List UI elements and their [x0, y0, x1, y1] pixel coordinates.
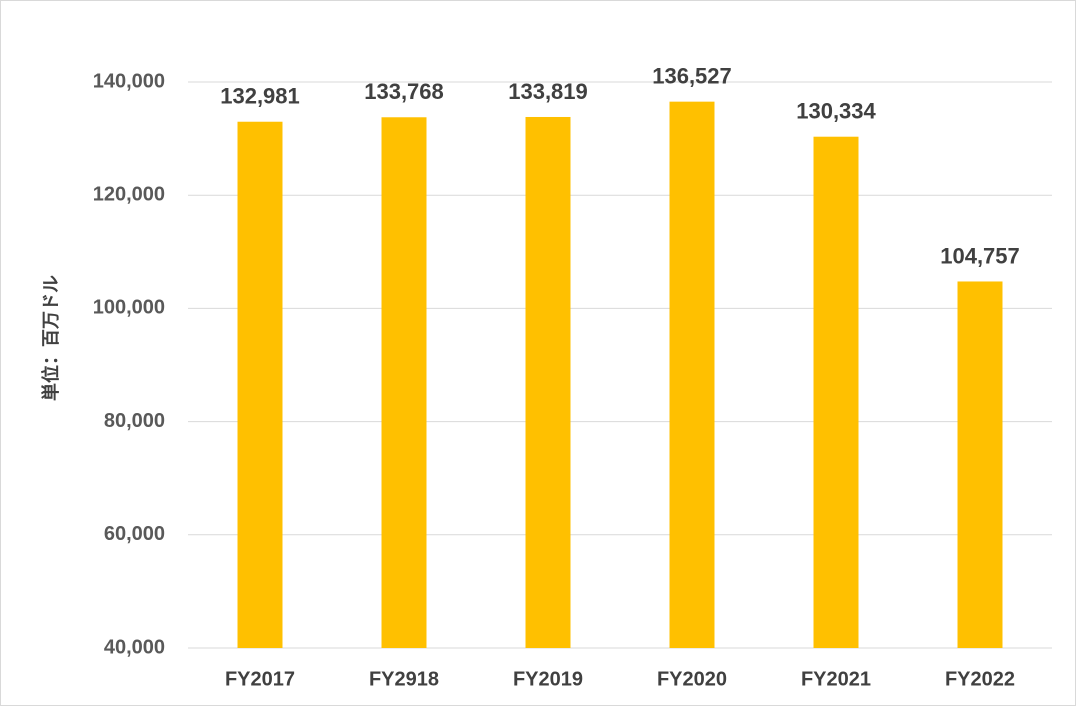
bar [957, 281, 1003, 648]
data-label: 132,981 [220, 84, 300, 109]
x-category-label: FY2020 [657, 668, 727, 690]
bar [669, 101, 715, 649]
y-tick-label: 100,000 [93, 297, 165, 319]
data-label: 133,768 [364, 79, 444, 104]
x-category-label: FY2019 [513, 668, 583, 690]
bars [237, 101, 1003, 649]
x-axis-categories: FY2017 FY2918 FY2019 FY2020 FY2021 FY2022 [225, 668, 1015, 690]
x-category-label: FY2918 [369, 668, 439, 690]
x-category-label: FY2022 [945, 668, 1015, 690]
data-label: 136,527 [652, 63, 732, 88]
data-label: 130,334 [796, 99, 876, 124]
y-tick-label: 60,000 [104, 523, 165, 545]
data-label: 133,819 [508, 79, 588, 104]
bar [525, 116, 571, 649]
y-tick-label: 80,000 [104, 410, 165, 432]
bar [813, 136, 859, 648]
gridlines [188, 81, 1052, 649]
y-axis-label: 単位：百万ドル [40, 275, 62, 401]
data-labels: 132,981 133,768 133,819 136,527 130,334 104,7… [220, 63, 1020, 268]
x-category-label: FY2021 [801, 668, 871, 690]
y-tick-label: 140,000 [93, 70, 165, 92]
data-label: 104,757 [940, 243, 1020, 268]
bar [237, 121, 283, 648]
y-tick-label: 120,000 [93, 183, 165, 205]
x-category-label: FY2017 [225, 668, 295, 690]
y-tick-label: 40,000 [104, 636, 165, 658]
bar [381, 117, 427, 648]
y-axis-ticks: 40,000 60,000 80,000 100,000 120,000 140,000 [93, 70, 165, 658]
